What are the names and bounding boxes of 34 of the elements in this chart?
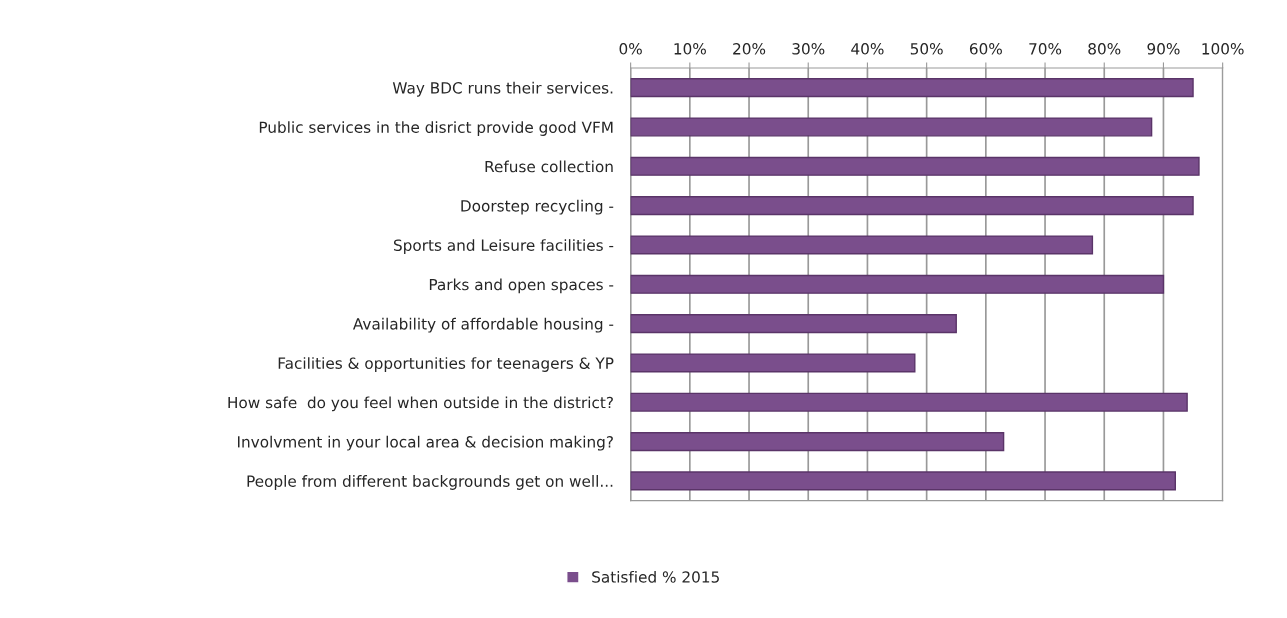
x-tick-label: 30% bbox=[792, 43, 825, 55]
legend-label: Satisfied % 2015 bbox=[592, 570, 719, 583]
x-tick-label: 60% bbox=[969, 43, 1002, 55]
bar bbox=[630, 353, 916, 373]
x-tick-label: 50% bbox=[910, 43, 943, 55]
bar bbox=[630, 156, 1200, 176]
x-tick-label: 80% bbox=[1088, 43, 1121, 55]
y-tick-label: People from different backgrounds get on well... bbox=[247, 475, 613, 490]
y-tick-label: Refuse collection bbox=[485, 160, 613, 173]
bar bbox=[630, 78, 1194, 98]
y-tick-label: Doorstep recycling - bbox=[461, 199, 614, 215]
bar bbox=[630, 117, 1153, 137]
x-tick-label: 0% bbox=[619, 43, 642, 55]
bar bbox=[630, 432, 1005, 452]
y-tick-label: Availability of affordable housing - bbox=[352, 317, 614, 333]
x-tick-label: 70% bbox=[1029, 43, 1062, 55]
x-tick-label: 20% bbox=[733, 43, 766, 55]
y-tick-label: How safe do you feel when outside in the district? bbox=[228, 396, 613, 412]
x-tick-label: 10% bbox=[674, 43, 706, 55]
y-tick-label: Way BDC runs their services. bbox=[392, 81, 613, 97]
bar bbox=[630, 314, 957, 334]
x-tick-label: 90% bbox=[1147, 43, 1180, 55]
y-tick-label: Parks and open spaces - bbox=[429, 278, 614, 294]
bar bbox=[630, 196, 1194, 216]
y-tick-label: Public services in the disrict provide good VFM bbox=[259, 121, 613, 136]
y-tick-label: Involvment in your local area & decision making? bbox=[237, 435, 613, 451]
x-tick-label: 100% bbox=[1202, 43, 1244, 55]
bar bbox=[630, 235, 1094, 255]
x-tick-label: 40% bbox=[851, 43, 884, 55]
bar bbox=[630, 274, 1165, 294]
bar bbox=[630, 392, 1188, 412]
y-tick-label: Facilities & opportunities for teenagers & YP bbox=[278, 357, 614, 372]
y-tick-label: Sports and Leisure facilities - bbox=[393, 239, 614, 254]
bar bbox=[630, 471, 1176, 491]
